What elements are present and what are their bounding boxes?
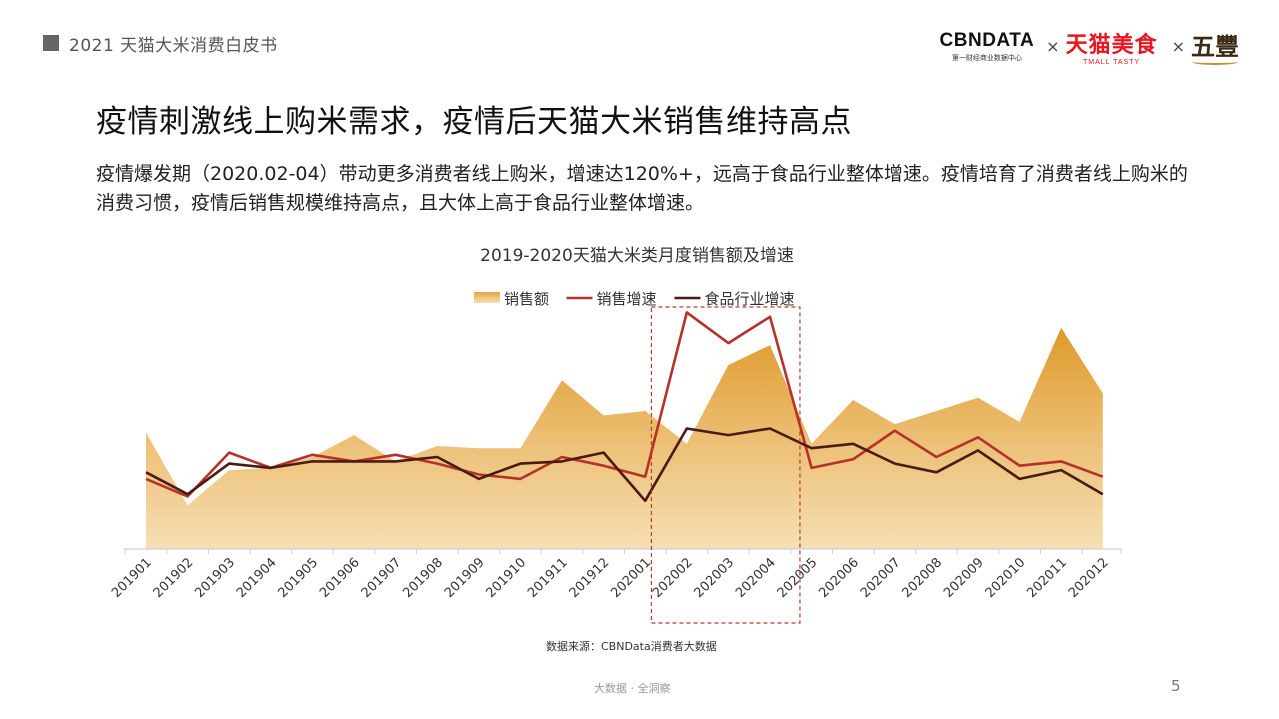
x-tick-label: 201912 <box>567 555 613 601</box>
cbndata-logo-tagline: 第一财经商业数据中心 <box>951 53 1022 62</box>
x-tick-label: 202001 <box>608 555 654 601</box>
area-series-sales <box>146 327 1103 549</box>
page-number: 5 <box>1171 677 1181 695</box>
x-tick-label: 202002 <box>650 555 696 601</box>
x-tick-label: 201901 <box>109 555 155 601</box>
partner-logos: CBNDATA 第一财经商业数据中心 × 天猫美食 TMALL TASTY × … <box>940 26 1239 66</box>
x-tick-label: 201904 <box>234 555 280 601</box>
x-tick-label: 201908 <box>400 555 446 601</box>
chart-title: 2019-2020天猫大米类月度销售额及增速 <box>480 246 794 266</box>
x-tick-label: 201909 <box>442 555 488 601</box>
header-square <box>43 35 59 51</box>
footer-tagline: 大数据 · 全洞察 <box>594 682 671 695</box>
x-tick-label: 202006 <box>816 555 862 601</box>
legend-label: 食品行业增速 <box>705 290 795 308</box>
x-tick-label: 202003 <box>692 555 738 601</box>
wufeng-logo-swoosh <box>1192 59 1238 65</box>
x-tick-label: 202009 <box>941 555 987 601</box>
section-title: 2021 天猫大米消费白皮书 <box>69 36 278 56</box>
legend-swatch-sales <box>474 292 500 303</box>
line-series-food-industry-growth <box>145 427 1104 503</box>
slide-title: 疫情刺激线上购米需求，疫情后天猫大米销售维持高点 <box>96 104 852 140</box>
legend-label: 销售额 <box>504 290 549 308</box>
x-tick-label: 201902 <box>151 555 197 601</box>
tmall-logo-name: 天猫美食 <box>1065 32 1158 58</box>
x-tick-label: 202010 <box>983 555 1029 601</box>
legend-label: 销售增速 <box>597 290 657 308</box>
x-tick-label: 202008 <box>900 555 946 601</box>
data-source-note: 数据来源：CBNData消费者大数据 <box>546 640 717 653</box>
x-tick-label: 201907 <box>359 555 405 601</box>
x-tick-label: 201910 <box>484 555 530 601</box>
x-tick-label: 202012 <box>1066 555 1112 601</box>
wufeng-logo-name: 五豐 <box>1191 32 1239 61</box>
cbndata-logo-name: CBNDATA <box>939 29 1035 51</box>
x-tick-label: 202004 <box>733 555 779 601</box>
x-tick-label: 201911 <box>525 555 571 601</box>
logo-separator-1: × <box>1046 36 1060 56</box>
tmall-logo-tagline: TMALL TASTY <box>1083 58 1141 66</box>
x-tick-label: 201906 <box>317 555 363 601</box>
x-tick-label: 202011 <box>1024 555 1070 601</box>
line-series-sales-growth <box>145 311 1104 498</box>
chart-legend: 销售额 销售增速 食品行业增速 <box>474 290 795 308</box>
chart-plot-area: 2019012019022019032019042019052019062019… <box>109 306 1122 624</box>
logo-separator-2: × <box>1171 36 1185 56</box>
x-tick-label: 202007 <box>858 555 904 601</box>
highlight-box <box>650 306 801 624</box>
x-tick-label: 201905 <box>276 555 322 601</box>
cbndata-logo: CBNDATA 第一财经商业数据中心 <box>940 30 1035 63</box>
tmall-logo: 天猫美食 TMALL TASTY <box>1066 27 1158 66</box>
slide-description: 疫情爆发期（2020.02-04）带动更多消费者线上购米，增速达120%+，远高… <box>96 163 1188 214</box>
x-tick-label: 202005 <box>775 555 821 601</box>
x-tick-label: 201903 <box>192 555 238 601</box>
wufeng-logo: 五豐 <box>1191 27 1239 65</box>
